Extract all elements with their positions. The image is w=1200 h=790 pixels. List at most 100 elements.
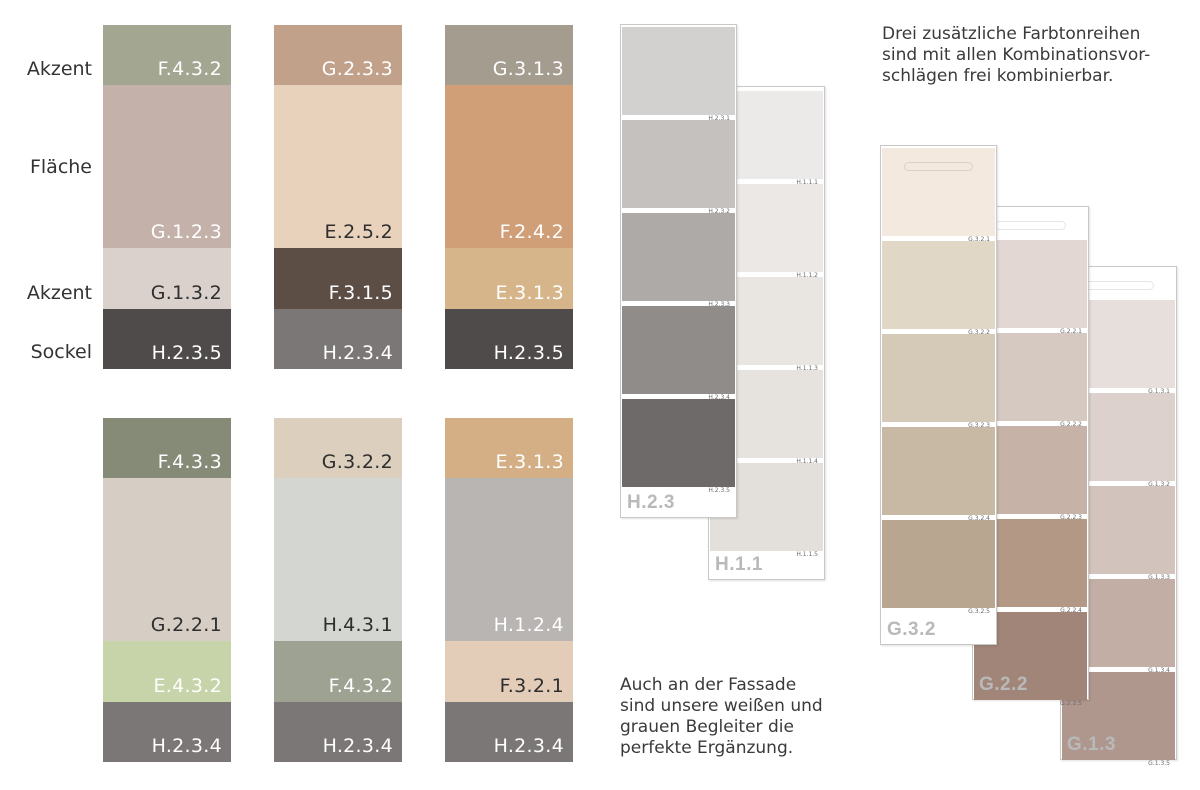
fan-deck-strip-h-2-3: H.2.3.1 H.2.3.2 H.2.3.3 H.2.3.4 H.2.3.5 H.2.3 <box>620 24 737 518</box>
info-text-line: sind unsere weißen und <box>620 696 823 716</box>
combination-column-bottom-3: E.3.1.3 H.1.2.4 F.3.2.1 H.2.3.4 <box>445 418 573 762</box>
color-code-label: H.1.2.4 <box>493 614 564 636</box>
color-swatch-sockel: H.2.3.4 <box>274 309 402 369</box>
fan-deck-chip-code: H.2.3.1 <box>708 115 730 122</box>
color-swatch-flaeche: G.1.2.3 <box>103 85 231 248</box>
fan-deck-chip <box>882 148 995 236</box>
fan-deck-chip-code: G.2.2.2 <box>1060 421 1082 428</box>
fan-deck-chip-code: H.1.1.3 <box>796 365 818 372</box>
color-swatch-sockel: H.2.3.5 <box>103 309 231 369</box>
fan-deck-chip <box>882 427 995 515</box>
fan-deck-chip-code: G.3.2.5 <box>968 608 990 615</box>
fan-deck-chip <box>622 399 735 487</box>
color-code-label: H.2.3.5 <box>493 342 564 364</box>
fan-deck-chip-code: G.1.3.3 <box>1148 574 1170 581</box>
info-text-line: Drei zusätzliche Farbtonreihen <box>882 24 1141 44</box>
row-label-sockel: Sockel <box>30 341 92 363</box>
color-swatch-akzent-top: F.4.3.3 <box>103 418 231 478</box>
color-code-label: G.1.2.3 <box>150 221 222 243</box>
fan-deck-chip <box>622 213 735 301</box>
info-text-line: Auch an der Fassade <box>620 675 797 695</box>
color-swatch-flaeche: G.2.2.1 <box>103 478 231 641</box>
color-code-label: G.3.2.2 <box>321 451 393 473</box>
color-swatch-flaeche: H.1.2.4 <box>445 478 573 641</box>
color-swatch-flaeche: E.2.5.2 <box>274 85 402 248</box>
fan-deck-chip-code: H.1.1.1 <box>796 179 818 186</box>
color-swatch-akzent-top: G.3.1.3 <box>445 25 573 85</box>
row-label-akzent-top: Akzent <box>26 58 92 80</box>
fan-deck-strip-name: G.1.3 <box>1067 734 1116 755</box>
fan-deck-chip-code: G.1.3.2 <box>1148 481 1170 488</box>
color-code-label: H.4.3.1 <box>322 614 393 636</box>
fan-deck-chip-code: G.3.2.3 <box>968 422 990 429</box>
fan-deck-chip-code: G.2.2.5 <box>1060 700 1082 707</box>
combination-column-top-1: F.4.3.2 G.1.2.3 G.1.3.2 H.2.3.5 <box>103 25 231 369</box>
fan-deck-chip-code: H.2.3.4 <box>708 394 730 401</box>
fan-deck-chip-code: H.2.3.2 <box>708 208 730 215</box>
fan-deck-chip-code: G.1.3.4 <box>1148 667 1170 674</box>
fan-deck-strip-name: H.1.1 <box>715 554 763 575</box>
fan-deck-chip-code: G.2.2.4 <box>1060 607 1082 614</box>
color-code-label: F.4.3.2 <box>157 58 222 80</box>
color-code-label: G.2.2.1 <box>150 614 222 636</box>
color-swatch-akzent-mid: G.1.3.2 <box>103 248 231 309</box>
fan-deck-chip-code: H.1.1.2 <box>796 272 818 279</box>
strip-hole-icon <box>904 162 973 171</box>
fan-deck-strip-name: H.2.3 <box>627 492 675 513</box>
color-code-label: H.2.3.4 <box>322 342 393 364</box>
color-code-label: E.4.3.2 <box>153 675 222 697</box>
color-swatch-flaeche: H.4.3.1 <box>274 478 402 641</box>
color-swatch-sockel: H.2.3.4 <box>445 702 573 762</box>
color-code-label: G.3.1.3 <box>492 58 564 80</box>
combination-column-bottom-1: F.4.3.3 G.2.2.1 E.4.3.2 H.2.3.4 <box>103 418 231 762</box>
color-code-label: H.2.3.4 <box>493 735 564 757</box>
fan-deck-chip-code: G.2.2.1 <box>1060 328 1082 335</box>
color-swatch-akzent-mid: E.4.3.2 <box>103 641 231 702</box>
fan-deck-chip-code: H.1.1.4 <box>796 458 818 465</box>
info-text-top-right: Drei zusätzliche Farbtonreihen sind mit … <box>882 24 1150 87</box>
fan-deck-chip <box>882 520 995 608</box>
color-swatch-akzent-mid: F.3.2.1 <box>445 641 573 702</box>
color-code-label: F.4.3.3 <box>157 451 222 473</box>
color-code-label: F.3.1.5 <box>328 282 393 304</box>
fan-deck-strip-name: G.3.2 <box>887 619 936 640</box>
color-code-label: H.2.3.4 <box>322 735 393 757</box>
color-swatch-flaeche: F.2.4.2 <box>445 85 573 248</box>
fan-deck-chip-code: H.1.1.5 <box>796 551 818 558</box>
fan-deck-chip <box>622 306 735 394</box>
color-code-label: H.2.3.5 <box>151 342 222 364</box>
color-swatch-akzent-top: G.2.3.3 <box>274 25 402 85</box>
color-swatch-akzent-top: E.3.1.3 <box>445 418 573 478</box>
fan-deck-strip-g-3-2: G.3.2.1 G.3.2.2 G.3.2.3 G.3.2.4 G.3.2.5 G.3.2 <box>880 145 997 645</box>
color-code-label: E.3.1.3 <box>495 282 564 304</box>
color-code-label: E.3.1.3 <box>495 451 564 473</box>
color-code-label: F.4.3.2 <box>328 675 393 697</box>
strip-hole-icon <box>995 221 1066 230</box>
fan-deck-chip <box>882 241 995 329</box>
info-text-line: schlägen frei kombinierbar. <box>882 66 1114 86</box>
fan-deck-chip-code: G.2.2.3 <box>1060 514 1082 521</box>
color-swatch-sockel: H.2.3.4 <box>103 702 231 762</box>
combination-column-top-3: G.3.1.3 F.2.4.2 E.3.1.3 H.2.3.5 <box>445 25 573 369</box>
strip-hole-icon <box>1083 281 1154 290</box>
color-swatch-akzent-mid: F.3.1.5 <box>274 248 402 309</box>
color-swatch-akzent-mid: E.3.1.3 <box>445 248 573 309</box>
fan-deck-chip-code: G.3.2.4 <box>968 515 990 522</box>
color-code-label: G.2.3.3 <box>321 58 393 80</box>
color-code-label: F.3.2.1 <box>499 675 564 697</box>
info-text-line: perfekte Ergänzung. <box>620 738 794 758</box>
fan-deck-chip-code: G.1.3.1 <box>1148 388 1170 395</box>
color-swatch-akzent-top: F.4.3.2 <box>103 25 231 85</box>
row-label-flaeche: Fläche <box>29 156 92 178</box>
color-swatch-sockel: H.2.3.5 <box>445 309 573 369</box>
combination-column-bottom-2: G.3.2.2 H.4.3.1 F.4.3.2 H.2.3.4 <box>274 418 402 762</box>
combination-column-top-2: G.2.3.3 E.2.5.2 F.3.1.5 H.2.3.4 <box>274 25 402 369</box>
fan-deck-chip <box>882 334 995 422</box>
color-swatch-sockel: H.2.3.4 <box>274 702 402 762</box>
fan-deck-chip-code: G.1.3.5 <box>1148 760 1170 767</box>
info-text-bottom-middle: Auch an der Fassade sind unsere weißen u… <box>620 675 823 759</box>
fan-deck-chip-code: G.3.2.1 <box>968 236 990 243</box>
info-text-line: grauen Begleiter die <box>620 717 794 737</box>
color-code-label: F.2.4.2 <box>499 221 564 243</box>
fan-deck-strip-name: G.2.2 <box>979 674 1028 695</box>
